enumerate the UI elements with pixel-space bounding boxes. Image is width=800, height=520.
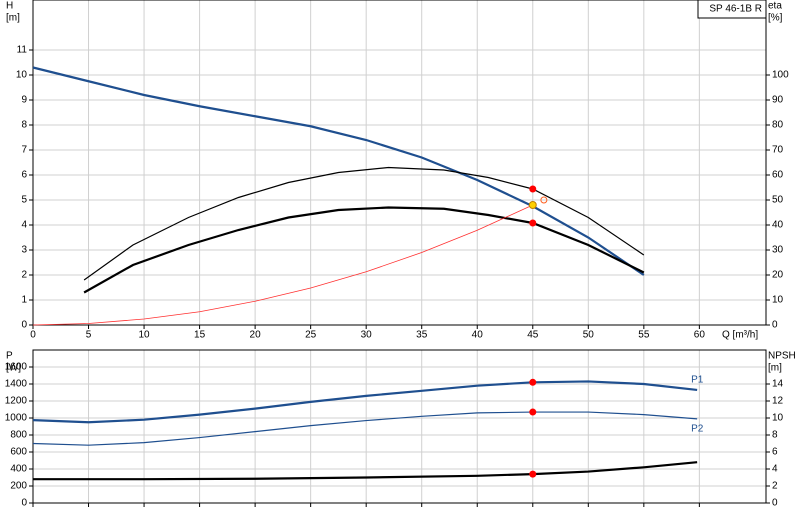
x-tick-label: 10: [138, 330, 150, 341]
y-tick-label: 2: [21, 270, 27, 281]
y-tick-label: 600: [10, 447, 27, 458]
curve: [32, 380, 698, 424]
curve: [32, 66, 645, 276]
y2-tick-label: 10: [772, 413, 784, 424]
y-tick-label: 1000: [5, 413, 28, 424]
y-tick-label: 3: [21, 245, 27, 256]
x-tick-label: 60: [694, 330, 706, 341]
operating-point: [529, 408, 537, 416]
curve: [83, 206, 645, 294]
y-tick-label: 9: [21, 95, 27, 106]
y2-tick-label: 2: [772, 481, 778, 492]
y-tick-label: 6: [21, 170, 27, 181]
y2-tick-label: 60: [772, 170, 784, 181]
label-box: [697, 0, 767, 19]
y2-axis-title: [%]: [768, 13, 783, 24]
y2-tick-label: 100: [772, 70, 789, 81]
curve: [33, 461, 698, 481]
y2-tick-label: 6: [772, 447, 778, 458]
y2-axis-title: NPSH: [768, 351, 796, 362]
y2-tick-label: 12: [772, 396, 784, 407]
y2-tick-label: 0: [772, 498, 778, 509]
x-tick-label: 20: [250, 330, 262, 341]
y-tick-label: 4: [21, 220, 27, 231]
series-label: P2: [691, 423, 704, 434]
y-axis-title: [m]: [6, 13, 20, 24]
y-tick-label: 5: [21, 195, 27, 206]
x-axis-title: Q [m³/h]: [722, 330, 758, 341]
y-axis-title: P: [6, 351, 13, 362]
y2-tick-label: 14: [772, 379, 784, 390]
series-label: P1: [691, 375, 704, 386]
x-tick-label: 55: [638, 330, 650, 341]
x-tick-label: 50: [583, 330, 595, 341]
y2-tick-label: 40: [772, 220, 784, 231]
y2-tick-label: 0: [772, 320, 778, 331]
y-tick-label: 10: [16, 70, 28, 81]
y2-tick-label: 90: [772, 95, 784, 106]
x-tick-label: 30: [361, 330, 373, 341]
operating-point: [529, 470, 537, 478]
y-tick-label: 1400: [5, 379, 28, 390]
x-tick-label: 15: [194, 330, 206, 341]
y-tick-label: 0: [21, 320, 27, 331]
y2-axis-title: [m]: [768, 363, 782, 374]
y-tick-label: 7: [21, 145, 27, 156]
y-tick-label: 8: [21, 120, 27, 131]
y-tick-label: 1600: [5, 362, 28, 373]
operating-point: [528, 201, 537, 209]
curve: [32, 204, 533, 326]
y-tick-label: 200: [10, 481, 27, 492]
chart-label: SP 46-1B R: [709, 4, 762, 15]
operating-point: [529, 185, 537, 193]
x-tick-label: 35: [416, 330, 428, 341]
y2-tick-label: 20: [772, 270, 784, 281]
y-tick-label: 1200: [5, 396, 28, 407]
y-tick-label: 800: [10, 430, 27, 441]
curve: [83, 166, 645, 281]
y-tick-label: 1: [21, 295, 27, 306]
y2-tick-label: 80: [772, 120, 784, 131]
operating-point: [529, 378, 537, 386]
y-axis-title: [W]: [6, 363, 21, 374]
y2-tick-label: 10: [772, 295, 784, 306]
operating-point: [540, 196, 548, 204]
x-tick-label: 40: [472, 330, 484, 341]
x-tick-label: 25: [305, 330, 317, 341]
y-tick-label: 400: [10, 464, 27, 475]
y2-tick-label: 30: [772, 245, 784, 256]
plot-frame: [32, 349, 767, 504]
y2-tick-label: 50: [772, 195, 784, 206]
y-tick-label: 11: [17, 45, 28, 56]
x-tick-label: 5: [86, 330, 92, 341]
y2-tick-label: 4: [772, 464, 778, 475]
x-tick-label: 0: [30, 330, 36, 341]
x-tick-label: 45: [527, 330, 539, 341]
y-tick-label: 0: [21, 498, 27, 509]
operating-point: [529, 219, 537, 227]
plot-frame: [32, 0, 767, 326]
curve: [32, 411, 698, 446]
y2-tick-label: 70: [772, 145, 784, 156]
y-axis-title: H: [6, 1, 13, 12]
y2-tick-label: 8: [772, 430, 778, 441]
y2-axis-title: eta: [768, 1, 782, 12]
